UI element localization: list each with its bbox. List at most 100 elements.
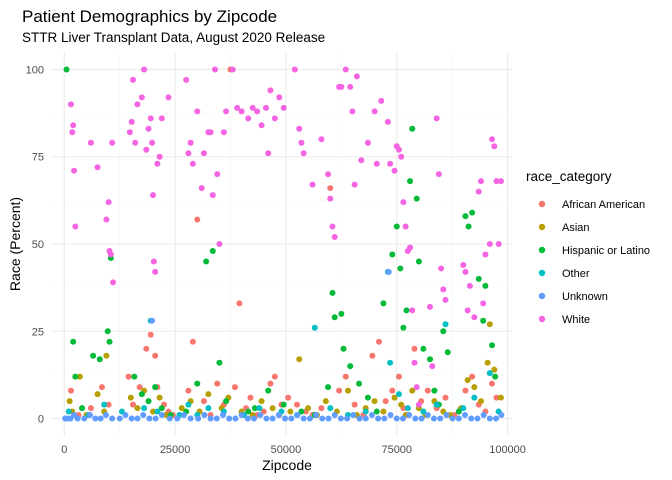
- legend-key-white: [538, 315, 546, 323]
- point-unknown: [462, 412, 469, 419]
- point-white: [342, 66, 349, 73]
- point-hispanic-or-latino: [90, 352, 97, 359]
- point-hispanic-or-latino: [469, 209, 476, 216]
- point-white: [141, 66, 148, 73]
- point-white: [109, 139, 116, 146]
- point-white: [105, 199, 112, 206]
- point-unknown: [232, 415, 239, 422]
- point-white: [347, 83, 354, 90]
- point-asian: [76, 373, 83, 380]
- point-white: [466, 282, 473, 289]
- point-hispanic-or-latino: [96, 356, 103, 363]
- point-unknown: [187, 415, 194, 422]
- point-white: [433, 115, 440, 122]
- point-hispanic-or-latino: [209, 247, 216, 254]
- point-unknown: [74, 415, 81, 422]
- point-african-american: [424, 387, 431, 394]
- point-african-american: [231, 384, 238, 391]
- point-unknown: [344, 415, 351, 422]
- point-other: [486, 370, 493, 377]
- point-hispanic-or-latino: [145, 398, 152, 405]
- point-unknown: [244, 415, 251, 422]
- point-asian: [398, 401, 405, 408]
- point-african-american: [336, 387, 343, 394]
- legend-label-asian: Asian: [562, 222, 590, 234]
- legend-label-unknown: Unknown: [562, 291, 608, 303]
- point-white: [107, 251, 114, 258]
- point-white: [296, 125, 303, 132]
- point-unknown: [474, 415, 481, 422]
- legend-label-hispanic-or-latino: Hispanic or Latino: [562, 245, 650, 257]
- point-white: [400, 199, 407, 206]
- point-white: [482, 251, 489, 258]
- point-asian: [464, 377, 471, 384]
- point-unknown: [424, 412, 431, 419]
- point-unknown: [449, 415, 456, 422]
- point-unknown: [201, 412, 208, 419]
- point-white: [138, 94, 145, 101]
- point-white: [440, 286, 447, 293]
- point-hispanic-or-latino: [104, 328, 111, 335]
- x-tick-label: 50000: [271, 444, 302, 456]
- point-unknown: [140, 412, 147, 419]
- point-hispanic-or-latino: [245, 408, 252, 415]
- point-hispanic-or-latino: [475, 275, 482, 282]
- point-unknown: [381, 415, 388, 422]
- x-axis-ticks: 0 25000 50000 75000 100000: [61, 444, 526, 456]
- point-white: [149, 192, 156, 199]
- point-unknown: [412, 415, 419, 422]
- point-other: [101, 401, 108, 408]
- point-white: [475, 188, 482, 195]
- point-hispanic-or-latino: [340, 345, 347, 352]
- point-other: [141, 405, 148, 412]
- point-african-american: [469, 373, 476, 380]
- point-white: [349, 108, 356, 115]
- point-hispanic-or-latino: [415, 258, 422, 265]
- point-hispanic-or-latino: [431, 387, 438, 394]
- point-white: [103, 216, 110, 223]
- legend-key-unknown: [538, 292, 546, 300]
- point-white: [69, 129, 76, 136]
- point-hispanic-or-latino: [489, 342, 496, 349]
- point-african-american: [462, 387, 469, 394]
- point-white: [198, 185, 205, 192]
- point-hispanic-or-latino: [106, 338, 113, 345]
- point-african-american: [247, 394, 254, 401]
- point-unknown: [393, 415, 400, 422]
- point-asian: [205, 391, 212, 398]
- point-white: [265, 150, 272, 157]
- point-white: [411, 359, 418, 366]
- point-unknown: [81, 415, 88, 422]
- point-hispanic-or-latino: [338, 310, 345, 317]
- point-white: [238, 108, 245, 115]
- point-african-american: [200, 398, 207, 405]
- y-tick-label: 0: [38, 414, 44, 426]
- point-african-american: [67, 387, 74, 394]
- point-unknown: [263, 415, 270, 422]
- point-white: [489, 136, 496, 143]
- point-hispanic-or-latino: [158, 405, 165, 412]
- chart-subtitle: STTR Liver Transplant Data, August 2020 …: [22, 30, 325, 45]
- point-asian: [258, 398, 265, 405]
- point-white: [338, 83, 345, 90]
- data-points: [62, 66, 505, 422]
- point-white: [150, 258, 157, 265]
- point-unknown: [219, 412, 226, 419]
- point-hispanic-or-latino: [462, 213, 469, 220]
- legend-key-african-american: [538, 200, 546, 208]
- point-asian: [156, 394, 163, 401]
- point-white: [194, 108, 201, 115]
- point-unknown: [294, 412, 301, 419]
- point-african-american: [136, 384, 143, 391]
- point-white: [300, 150, 307, 157]
- point-white: [495, 241, 502, 247]
- point-hispanic-or-latino: [131, 373, 138, 380]
- point-african-american: [271, 373, 278, 380]
- point-unknown: [368, 412, 375, 419]
- point-white: [70, 122, 77, 129]
- point-white: [291, 66, 298, 73]
- point-african-american: [189, 338, 196, 345]
- point-asian: [66, 398, 73, 405]
- point-other: [154, 408, 161, 415]
- point-white: [407, 244, 414, 251]
